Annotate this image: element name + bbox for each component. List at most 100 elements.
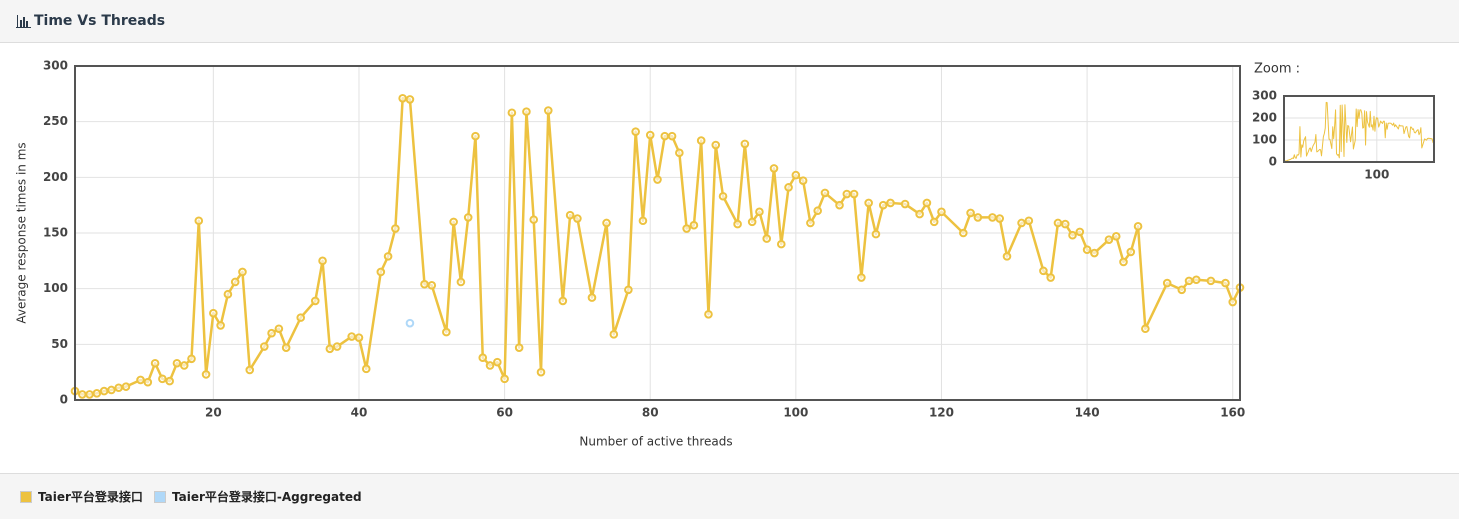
- data-point: [718, 191, 728, 201]
- data-point: [136, 375, 145, 385]
- legend-item[interactable]: Taier平台登录接口: [20, 488, 143, 505]
- data-point: [886, 198, 895, 208]
- data-point: [995, 214, 1005, 223]
- data-point: [281, 343, 291, 352]
- data-point: [784, 183, 793, 192]
- legend-item[interactable]: Taier平台登录接口-Aggregated: [154, 488, 362, 505]
- data-point: [798, 176, 808, 185]
- data-point: [696, 136, 706, 145]
- x-tick-label: 100: [1364, 168, 1389, 182]
- data-point: [187, 354, 196, 364]
- data-point: [1090, 248, 1099, 258]
- data-point: [878, 200, 888, 210]
- plot-frame: [74, 65, 1241, 401]
- y-tick-label: 250: [43, 114, 68, 128]
- plot-frame: [1283, 95, 1435, 163]
- data-point: [791, 170, 801, 180]
- data-point: [776, 239, 786, 249]
- data-point: [230, 277, 240, 287]
- data-point: [1192, 275, 1201, 285]
- data-point: [121, 382, 131, 391]
- x-axis-label: Number of active threads: [579, 435, 732, 449]
- data-point: [209, 308, 218, 318]
- data-point: [442, 327, 451, 337]
- data-point: [522, 107, 531, 116]
- data-point: [405, 318, 415, 328]
- data-point: [1075, 227, 1085, 237]
- data-point: [1068, 230, 1077, 240]
- data-point: [631, 127, 640, 136]
- data-point: [1017, 218, 1026, 228]
- data-point: [463, 213, 473, 222]
- data-point: [245, 365, 255, 375]
- data-point: [689, 220, 699, 230]
- legend-swatch: [20, 490, 32, 503]
- data-point: [1002, 252, 1012, 261]
- data-point: [959, 228, 968, 238]
- data-point: [165, 376, 174, 386]
- x-tick-label: 40: [351, 406, 368, 420]
- data-point: [85, 390, 94, 399]
- data-point: [1039, 266, 1048, 276]
- data-point: [1206, 276, 1216, 286]
- chart-icon: [16, 15, 31, 28]
- data-point: [1184, 276, 1194, 286]
- data-point: [172, 358, 182, 368]
- data-point: [675, 148, 684, 158]
- data-point: [871, 229, 881, 239]
- y-axis-label: Average response times in ms: [15, 142, 29, 323]
- data-point: [347, 332, 356, 341]
- y-tick-label: 0: [1269, 155, 1277, 169]
- data-point: [813, 206, 822, 216]
- legend: Taier平台登录接口 Taier平台登录接口-Aggregated: [0, 473, 1459, 519]
- data-point: [842, 189, 852, 199]
- data-point: [1221, 278, 1230, 288]
- y-tick-label: 200: [1252, 111, 1277, 125]
- x-tick-label: 20: [205, 406, 222, 420]
- data-point: [1141, 324, 1150, 334]
- y-tick-label: 200: [43, 170, 68, 184]
- y-tick-label: 300: [43, 59, 68, 73]
- data-point: [937, 207, 946, 217]
- data-point: [857, 273, 866, 282]
- data-point: [143, 377, 153, 387]
- x-tick-label: 80: [642, 406, 659, 420]
- data-point: [1024, 216, 1034, 226]
- data-point: [201, 370, 211, 379]
- data-point: [973, 213, 983, 222]
- data-point: [740, 139, 750, 149]
- data-point: [755, 207, 764, 217]
- data-point: [216, 321, 225, 330]
- data-point: [966, 208, 975, 218]
- data-point: [1126, 247, 1136, 257]
- data-point: [493, 357, 502, 367]
- data-point: [514, 343, 524, 352]
- data-point: [711, 140, 721, 150]
- legend-label: Taier平台登录接口-Aggregated: [172, 490, 362, 504]
- chart: Number of active threads Average respons…: [15, 59, 1435, 449]
- data-point: [223, 289, 233, 299]
- data-point: [704, 309, 713, 319]
- data-point: [922, 198, 932, 208]
- data-point: [565, 210, 575, 220]
- y-tick-label: 100: [1252, 133, 1277, 147]
- data-point: [1177, 285, 1187, 295]
- x-tick-label: 60: [496, 406, 513, 420]
- data-point: [660, 131, 670, 141]
- data-point: [158, 374, 167, 384]
- data-point: [478, 353, 488, 362]
- x-tick-label: 160: [1220, 406, 1245, 420]
- data-point: [1133, 222, 1143, 231]
- data-point: [638, 216, 648, 226]
- data-point: [536, 367, 546, 377]
- y-tick-label: 0: [60, 393, 68, 407]
- series-line: [74, 97, 1242, 396]
- data-point: [1162, 278, 1172, 288]
- data-point: [354, 333, 364, 342]
- data-point: [1111, 232, 1121, 241]
- data-point: [318, 256, 327, 266]
- data-point: [747, 217, 757, 227]
- data-point: [820, 188, 830, 198]
- data-point: [420, 279, 429, 289]
- y-tick-label: 150: [43, 226, 68, 240]
